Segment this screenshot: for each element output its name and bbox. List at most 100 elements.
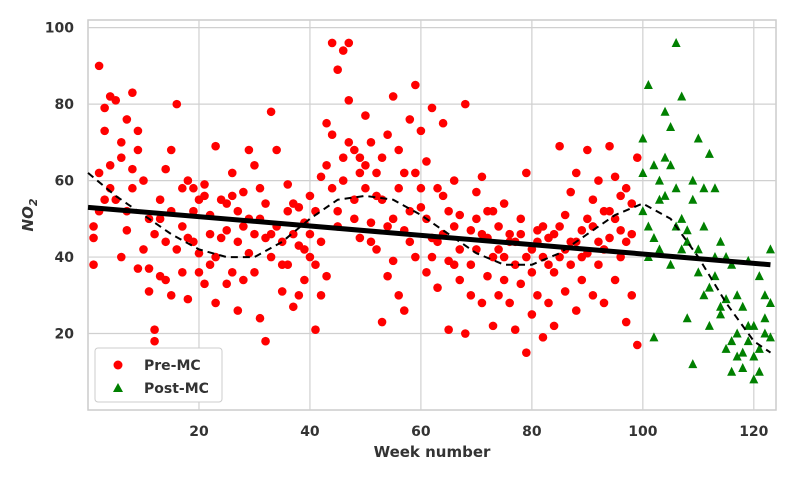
point-pre-mc xyxy=(394,290,404,300)
point-pre-mc xyxy=(616,252,625,262)
point-pre-mc xyxy=(305,229,315,239)
point-pre-mc xyxy=(588,195,598,205)
point-pre-mc xyxy=(122,115,132,124)
point-pre-mc xyxy=(616,191,625,201)
point-pre-mc xyxy=(194,248,204,258)
point-post-mc xyxy=(688,194,698,204)
point-pre-mc xyxy=(277,287,287,296)
legend-label-pre-mc: Pre-MC xyxy=(144,358,201,374)
point-pre-mc xyxy=(311,260,320,270)
point-pre-mc xyxy=(277,237,287,247)
point-pre-mc xyxy=(483,271,492,281)
point-pre-mc xyxy=(416,183,426,193)
point-pre-mc xyxy=(233,237,243,247)
point-post-mc xyxy=(749,374,759,384)
point-post-mc xyxy=(671,37,681,47)
point-pre-mc xyxy=(227,268,237,277)
point-post-mc xyxy=(710,271,720,281)
point-pre-mc xyxy=(366,237,376,247)
point-pre-mc xyxy=(155,271,165,281)
point-pre-mc xyxy=(405,206,415,216)
point-pre-mc xyxy=(588,290,598,300)
tick-labels: 20 40 60 80 100 120 20 40 60 80 100 xyxy=(45,21,769,440)
point-pre-mc xyxy=(277,260,287,270)
point-post-mc xyxy=(738,301,748,311)
point-pre-mc xyxy=(205,260,215,270)
point-pre-mc xyxy=(194,268,204,277)
point-post-mc xyxy=(704,148,714,158)
point-pre-mc xyxy=(288,302,298,312)
point-pre-mc xyxy=(355,153,365,162)
point-post-mc xyxy=(677,213,687,223)
point-post-mc xyxy=(693,267,703,277)
point-pre-mc xyxy=(499,252,509,262)
point-pre-mc xyxy=(327,38,337,48)
point-pre-mc xyxy=(183,294,193,304)
point-pre-mc xyxy=(527,310,537,319)
smooth-trend-line xyxy=(87,172,772,354)
point-pre-mc xyxy=(344,138,354,147)
point-post-mc xyxy=(754,271,764,281)
point-pre-mc xyxy=(383,271,392,281)
point-pre-mc xyxy=(128,164,137,174)
point-pre-mc xyxy=(411,252,420,262)
point-pre-mc xyxy=(411,80,420,90)
point-post-mc xyxy=(738,362,748,372)
point-post-mc xyxy=(649,232,659,242)
point-pre-mc xyxy=(100,195,109,205)
point-pre-mc xyxy=(211,141,220,151)
point-pre-mc xyxy=(366,138,376,147)
point-pre-mc xyxy=(533,290,542,300)
point-pre-mc xyxy=(616,225,625,235)
y-tick-label: 40 xyxy=(55,250,75,266)
point-post-mc xyxy=(660,190,670,200)
point-pre-mc xyxy=(178,222,187,231)
point-pre-mc xyxy=(522,252,531,262)
point-post-mc xyxy=(743,320,753,330)
point-pre-mc xyxy=(583,214,592,224)
x-axis-title: Week number xyxy=(374,443,491,461)
point-pre-mc xyxy=(322,118,331,128)
point-pre-mc xyxy=(527,268,537,277)
point-pre-mc xyxy=(227,168,237,178)
point-pre-mc xyxy=(172,99,182,109)
point-post-mc xyxy=(693,244,703,254)
point-pre-mc xyxy=(327,183,337,193)
point-pre-mc xyxy=(444,206,453,216)
point-pre-mc xyxy=(222,199,232,208)
point-post-mc xyxy=(677,91,687,101)
point-pre-mc xyxy=(610,172,620,182)
point-post-mc xyxy=(677,244,687,254)
point-post-mc xyxy=(671,183,681,193)
point-pre-mc xyxy=(477,298,487,308)
point-pre-mc xyxy=(372,245,381,254)
point-pre-mc xyxy=(239,275,248,285)
point-pre-mc xyxy=(155,214,165,224)
point-pre-mc xyxy=(338,176,348,185)
point-pre-mc xyxy=(444,325,453,335)
point-pre-mc xyxy=(583,145,592,155)
point-post-mc xyxy=(682,225,692,235)
point-pre-mc xyxy=(510,260,520,270)
trend-lines xyxy=(87,172,772,354)
point-pre-mc xyxy=(239,187,248,197)
point-post-mc xyxy=(654,175,664,185)
point-pre-mc xyxy=(322,160,331,170)
point-post-mc xyxy=(660,106,670,116)
point-pre-mc xyxy=(128,183,137,193)
point-pre-mc xyxy=(189,206,198,216)
point-pre-mc xyxy=(627,290,637,300)
point-pre-mc xyxy=(449,176,459,185)
point-pre-mc xyxy=(327,130,337,140)
point-pre-mc xyxy=(411,168,420,178)
point-post-mc xyxy=(649,160,659,170)
point-pre-mc xyxy=(227,191,237,201)
point-pre-mc xyxy=(466,260,476,270)
point-post-mc xyxy=(765,332,775,342)
point-pre-mc xyxy=(549,268,559,277)
point-pre-mc xyxy=(416,126,426,136)
point-pre-mc xyxy=(266,107,276,117)
point-pre-mc xyxy=(122,225,132,235)
point-pre-mc xyxy=(255,313,265,323)
point-pre-mc xyxy=(255,183,265,193)
